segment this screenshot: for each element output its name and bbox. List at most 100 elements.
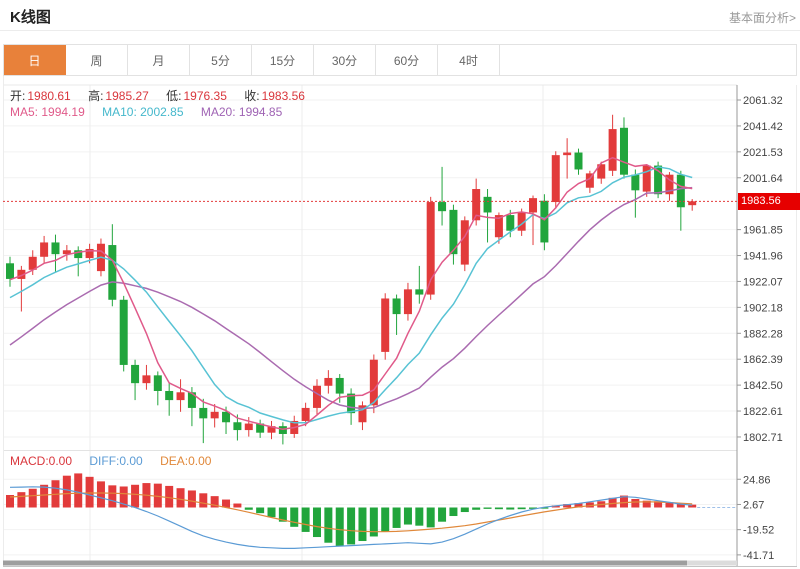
candle-body	[688, 201, 697, 206]
candle-body	[517, 212, 526, 231]
ma5-value: 1994.19	[41, 105, 85, 119]
period-tab-4时[interactable]: 4时	[438, 45, 500, 75]
candle-body	[17, 269, 26, 279]
diff-label: DIFF:	[89, 454, 120, 468]
scrollbar-track	[687, 560, 737, 566]
macd-hist-bar	[358, 507, 367, 542]
price-axis-label: 2061.32	[743, 95, 783, 107]
period-tab-5分[interactable]: 5分	[190, 45, 252, 75]
candle-body	[131, 364, 140, 384]
period-tab-15分[interactable]: 15分	[252, 45, 314, 75]
macd-hist-bar	[62, 475, 71, 508]
macd-hist-bar	[676, 503, 685, 508]
period-tab-日[interactable]: 日	[4, 45, 66, 75]
candle-body	[654, 165, 663, 195]
candle-body	[244, 423, 253, 431]
high-value: 1985.27	[105, 89, 149, 103]
macd-hist-bar	[165, 485, 174, 508]
macd-hist-bar	[324, 507, 333, 543]
macd-hist-bar	[449, 507, 458, 517]
candle-body	[415, 289, 424, 295]
price-axis-label: 2021.53	[743, 147, 783, 159]
macd-hist-bar	[222, 499, 231, 508]
candle-body	[199, 407, 208, 419]
ma10-line	[9, 166, 693, 424]
macd-hist-bar	[290, 507, 299, 527]
macd-hist-bar	[631, 498, 640, 508]
macd-hist-bar	[540, 507, 549, 509]
fundamental-analysis-link[interactable]: 基本面分析>	[728, 11, 796, 25]
macd-hist-bar	[210, 496, 219, 508]
ma-info-row: MA5: 1994.19 MA10: 2002.85 MA20: 1994.85	[10, 105, 282, 119]
macd-hist-bar	[96, 481, 105, 508]
macd-hist-bar	[415, 507, 424, 526]
macd-label: MACD:	[10, 454, 49, 468]
candle-body	[438, 202, 447, 212]
macd-hist-bar	[17, 492, 26, 508]
candle-body	[358, 405, 367, 423]
candle-body	[403, 289, 412, 315]
macd-hist-bar	[563, 504, 572, 508]
high-label: 高:	[88, 89, 104, 103]
low-value: 1976.35	[183, 89, 227, 103]
macd-axis-label: -41.71	[743, 550, 774, 562]
macd-hist-bar	[153, 483, 162, 508]
candle-body	[233, 422, 242, 431]
candle-body	[347, 393, 356, 414]
candle-body	[631, 174, 640, 191]
macd-axis-label: 24.86	[743, 474, 771, 486]
candle-body	[665, 174, 674, 195]
macd-hist-bar	[608, 497, 617, 508]
macd-hist-bar	[347, 507, 356, 545]
macd-hist-bar	[654, 501, 663, 508]
macd-hist-bar	[665, 502, 674, 508]
candle-body	[540, 200, 549, 243]
diff-value: 0.00	[119, 454, 143, 468]
macd-hist-bar	[233, 503, 242, 508]
macd-hist-bar	[529, 507, 538, 509]
candle-body	[85, 248, 94, 259]
period-tab-月[interactable]: 月	[128, 45, 190, 75]
candle-body	[187, 392, 196, 408]
ma20-label: MA20:	[200, 105, 236, 119]
candle-body	[324, 377, 333, 386]
macd-hist-bar	[472, 507, 481, 510]
price-axis-label: 1961.85	[743, 225, 783, 237]
macd-hist-bar	[369, 507, 378, 537]
period-tab-60分[interactable]: 60分	[376, 45, 438, 75]
candle-body	[381, 298, 390, 352]
macd-hist-bar	[108, 485, 117, 508]
price-axis-label: 1802.71	[743, 432, 783, 444]
candle-body	[642, 165, 651, 192]
ma20-value: 1994.85	[238, 105, 283, 119]
candle-body	[256, 423, 265, 433]
candle-body	[460, 220, 469, 265]
candle-body	[142, 375, 151, 384]
diff-line	[9, 486, 693, 550]
macd-hist-bar	[403, 507, 412, 525]
price-axis-label: 2041.42	[743, 121, 783, 133]
macd-hist-bar	[426, 507, 435, 528]
chart-scrollbar-thumb[interactable]	[3, 560, 687, 566]
candle-body	[597, 164, 606, 179]
macd-hist-bar	[28, 488, 37, 508]
period-tab-周[interactable]: 周	[66, 45, 128, 75]
candle-body	[608, 129, 617, 171]
macd-hist-bar	[187, 490, 196, 508]
price-axis-label: 1922.07	[743, 276, 783, 288]
macd-hist-bar	[460, 507, 469, 513]
period-tab-30分[interactable]: 30分	[314, 45, 376, 75]
candle-body	[506, 215, 515, 231]
open-label: 开:	[10, 89, 26, 103]
macd-hist-bar	[301, 507, 310, 532]
macd-value: 0.00	[48, 454, 73, 468]
close-label: 收:	[244, 89, 260, 103]
candle-body	[278, 426, 287, 434]
ma5-line	[9, 156, 693, 431]
candle-body	[335, 377, 344, 394]
macd-hist-bar	[256, 507, 265, 514]
candle-body	[108, 245, 117, 300]
macd-hist-bar	[176, 488, 185, 508]
